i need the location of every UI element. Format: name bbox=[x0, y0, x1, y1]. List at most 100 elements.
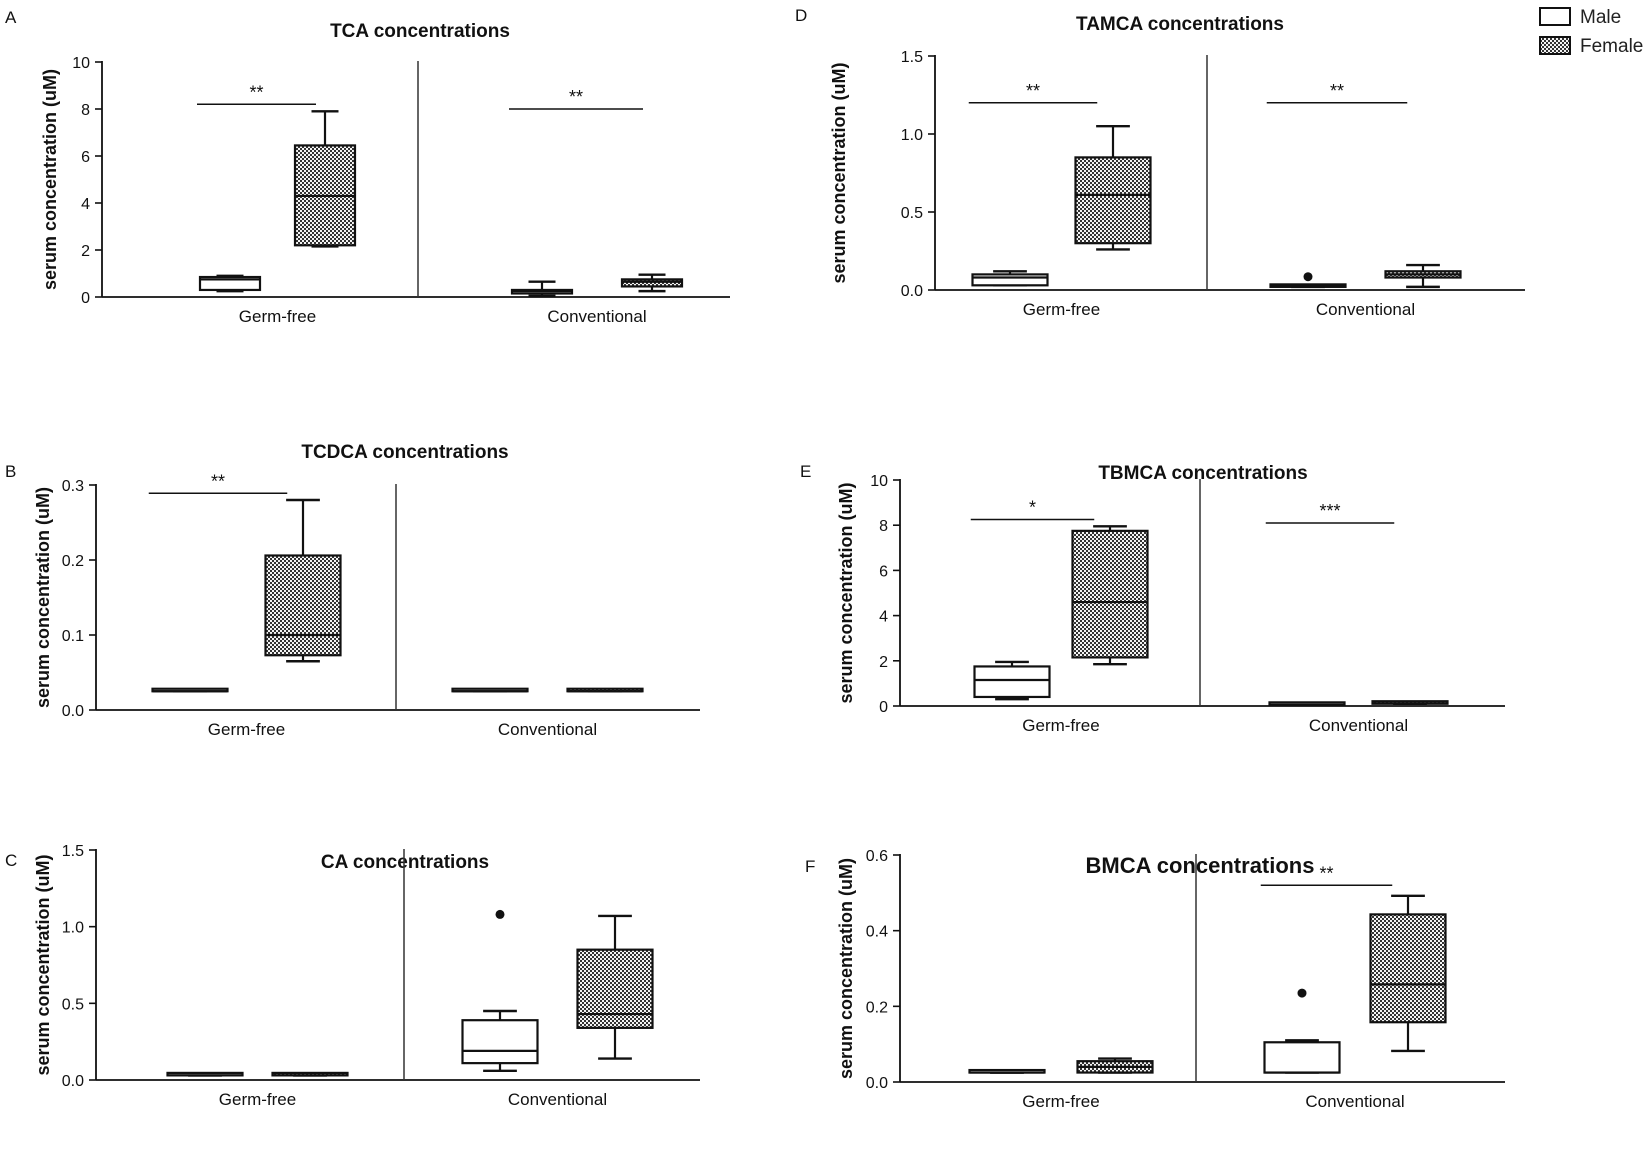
panel-a-group-label: Germ-free bbox=[239, 307, 316, 326]
box-body bbox=[973, 665, 1051, 699]
panel-b-y-tick-label: 0.2 bbox=[62, 553, 84, 570]
panel-c-title: CA concentrations bbox=[321, 852, 489, 873]
panel-e-letter: E bbox=[800, 462, 811, 481]
box-body bbox=[1074, 156, 1152, 245]
box-body bbox=[1263, 1041, 1341, 1074]
panel-d-significance-germ-free: ** bbox=[968, 81, 1098, 104]
box-body bbox=[620, 278, 684, 288]
panel-a-y-axis-label: serum concentration (uM) bbox=[40, 69, 60, 290]
legend: Male Female bbox=[1539, 7, 1643, 57]
significance-label: ** bbox=[211, 471, 225, 491]
panel-c-letter: C bbox=[5, 851, 17, 870]
panel-c-box-male-germ-free bbox=[166, 1071, 244, 1077]
panel-d-y-tick-label: 1.0 bbox=[901, 127, 923, 144]
panel-b-group-label: Germ-free bbox=[208, 720, 285, 739]
panel-e-y-tick-label: 10 bbox=[870, 473, 888, 490]
significance-label: ** bbox=[569, 87, 583, 107]
panel-b-title: TCDCA concentrations bbox=[301, 442, 508, 463]
panel-f-significance-conventional: ** bbox=[1260, 863, 1393, 887]
panel-d-box-female-conventional bbox=[1384, 263, 1462, 289]
legend-label-female: Female bbox=[1580, 36, 1643, 57]
panel-e-box-male-conventional bbox=[1268, 701, 1346, 707]
panel-a-y-tick-label: 8 bbox=[81, 102, 90, 119]
panel-c-y-tick-label: 1.5 bbox=[62, 843, 84, 860]
panel-f-box-female-conventional bbox=[1369, 894, 1447, 1053]
panel-f-y-axis-label: serum concentration (uM) bbox=[836, 858, 856, 1079]
panel-f-y-tick-label: 0.2 bbox=[866, 999, 888, 1016]
significance-label: ** bbox=[1330, 81, 1344, 101]
legend-swatch-female bbox=[1539, 36, 1571, 55]
panel-d-y-axis-label: serum concentration (uM) bbox=[829, 62, 849, 283]
panel-e: E TBMCA concentrations serum concentration… bbox=[800, 462, 1505, 735]
significance-label: * bbox=[1029, 498, 1036, 518]
panel-f-box-male-conventional bbox=[1263, 988, 1341, 1074]
panel-c-y-axis-label: serum concentration (uM) bbox=[33, 854, 53, 1075]
panel-e-y-axis-label: serum concentration (uM) bbox=[836, 482, 856, 703]
panel-d-significance-conventional: ** bbox=[1266, 81, 1408, 104]
panel-f-group-label: Germ-free bbox=[1022, 1092, 1099, 1111]
panel-f-box-female-germ-free bbox=[1076, 1057, 1154, 1074]
box-body bbox=[461, 1019, 539, 1065]
panel-a: A TCA concentrations serum concentration (… bbox=[5, 8, 730, 326]
box-body bbox=[264, 554, 342, 657]
legend-label-male: Male bbox=[1580, 7, 1621, 28]
significance-label: ** bbox=[1026, 81, 1040, 101]
panel-e-y-tick-label: 6 bbox=[879, 563, 888, 580]
outlier-point bbox=[1297, 988, 1307, 998]
panel-c-group-label: Conventional bbox=[508, 1090, 607, 1109]
panel-b-box-male-conventional bbox=[451, 687, 529, 693]
panel-f-letter: F bbox=[805, 857, 815, 876]
panel-d-letter: D bbox=[795, 6, 807, 25]
panel-b-group-label: Conventional bbox=[498, 720, 597, 739]
panel-d-box-male-germ-free bbox=[971, 270, 1049, 287]
panel-d-group-label: Conventional bbox=[1316, 300, 1415, 319]
panel-d: D TAMCA concentrations serum concentration… bbox=[795, 6, 1525, 319]
panel-e-y-tick-label: 8 bbox=[879, 518, 888, 535]
panel-e-y-tick-label: 4 bbox=[879, 609, 888, 626]
panel-f-y-tick-label: 0.4 bbox=[866, 924, 888, 941]
panel-b-box-male-germ-free bbox=[151, 687, 229, 693]
panel-b-y-axis-label: serum concentration (uM) bbox=[33, 487, 53, 708]
panel-d-y-tick-label: 1.5 bbox=[901, 49, 923, 66]
box-body bbox=[1369, 913, 1447, 1024]
panel-d-y-tick-label: 0.5 bbox=[901, 205, 923, 222]
panel-b: B TCDCA concentrations serum concentration… bbox=[5, 442, 700, 739]
box-body bbox=[576, 948, 654, 1029]
panel-e-group-label: Conventional bbox=[1309, 716, 1408, 735]
panel-e-box-female-germ-free bbox=[1071, 525, 1149, 666]
panel-a-y-tick-label: 2 bbox=[81, 243, 90, 260]
panel-e-significance-conventional: *** bbox=[1265, 501, 1395, 524]
panel-b-box-female-germ-free bbox=[264, 498, 342, 663]
panel-a-y-tick-label: 4 bbox=[81, 196, 90, 213]
outlier-point bbox=[495, 909, 505, 919]
panel-a-group-label: Conventional bbox=[547, 307, 646, 326]
panel-e-box-female-conventional bbox=[1371, 700, 1449, 705]
panel-b-y-tick-label: 0.0 bbox=[62, 703, 84, 720]
significance-label: *** bbox=[1319, 501, 1340, 521]
panel-f-box-male-germ-free bbox=[968, 1068, 1046, 1074]
panel-d-title: TAMCA concentrations bbox=[1076, 14, 1284, 35]
panel-e-title: TBMCA concentrations bbox=[1098, 463, 1307, 484]
box-body bbox=[1071, 529, 1149, 659]
chart-panels: A TCA concentrations serum concentration (… bbox=[5, 6, 1525, 1111]
legend-swatch-male bbox=[1539, 7, 1571, 26]
panel-a-letter: A bbox=[5, 8, 17, 27]
panel-c-box-male-conventional bbox=[461, 909, 539, 1073]
panel-a-title: TCA concentrations bbox=[330, 21, 510, 42]
panel-b-box-female-conventional bbox=[566, 687, 644, 693]
panel-d-box-female-germ-free bbox=[1074, 124, 1152, 251]
outlier-point bbox=[1303, 272, 1313, 282]
panel-a-significance-germ-free: ** bbox=[197, 82, 316, 106]
panel-c-y-tick-label: 0.0 bbox=[62, 1073, 84, 1090]
panel-b-y-tick-label: 0.1 bbox=[62, 628, 84, 645]
panel-d-y-tick-label: 0.0 bbox=[901, 283, 923, 300]
significance-label: ** bbox=[1319, 863, 1333, 883]
panel-c: C CA concentrations serum concentration (u… bbox=[5, 843, 700, 1109]
significance-label: ** bbox=[249, 82, 263, 102]
panel-e-box-male-germ-free bbox=[973, 660, 1051, 701]
panel-d-box-male-conventional bbox=[1269, 272, 1347, 289]
panel-c-y-tick-label: 1.0 bbox=[62, 920, 84, 937]
panel-a-box-male-germ-free bbox=[198, 274, 262, 293]
panel-b-y-tick-label: 0.3 bbox=[62, 478, 84, 495]
